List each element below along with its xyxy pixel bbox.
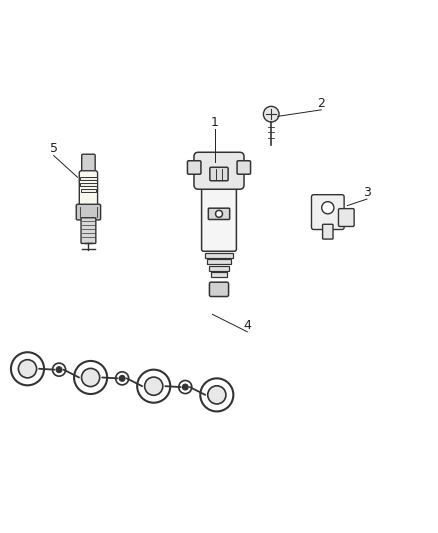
FancyBboxPatch shape	[82, 154, 95, 174]
Circle shape	[11, 352, 44, 385]
FancyBboxPatch shape	[311, 195, 344, 230]
Circle shape	[74, 361, 107, 394]
Circle shape	[145, 377, 163, 395]
Circle shape	[119, 375, 125, 381]
FancyBboxPatch shape	[201, 168, 237, 251]
Circle shape	[137, 370, 170, 403]
Circle shape	[208, 386, 226, 404]
Text: 1: 1	[211, 116, 219, 130]
Circle shape	[182, 384, 188, 390]
FancyBboxPatch shape	[79, 171, 98, 206]
Text: 2: 2	[318, 97, 325, 110]
Circle shape	[56, 367, 62, 373]
Bar	[80, 177, 97, 180]
Bar	[80, 183, 97, 186]
Circle shape	[215, 211, 223, 217]
FancyBboxPatch shape	[187, 161, 201, 174]
FancyBboxPatch shape	[76, 204, 101, 220]
Bar	[211, 272, 227, 277]
Circle shape	[263, 107, 279, 122]
Circle shape	[200, 378, 233, 411]
FancyBboxPatch shape	[322, 224, 333, 239]
Bar	[205, 253, 233, 258]
Text: 5: 5	[49, 142, 58, 156]
FancyBboxPatch shape	[194, 152, 244, 189]
Bar	[81, 189, 96, 192]
FancyBboxPatch shape	[339, 208, 354, 227]
Text: 3: 3	[363, 186, 371, 199]
FancyBboxPatch shape	[209, 282, 229, 296]
FancyBboxPatch shape	[81, 218, 96, 244]
Circle shape	[179, 381, 192, 393]
FancyBboxPatch shape	[210, 167, 228, 181]
FancyBboxPatch shape	[237, 161, 251, 174]
FancyBboxPatch shape	[208, 208, 230, 220]
Circle shape	[18, 360, 37, 378]
Circle shape	[322, 201, 334, 214]
Bar	[209, 265, 229, 271]
Circle shape	[81, 368, 100, 386]
Circle shape	[116, 372, 129, 385]
Circle shape	[53, 363, 66, 376]
Bar	[207, 259, 231, 264]
Text: 4: 4	[244, 319, 251, 332]
